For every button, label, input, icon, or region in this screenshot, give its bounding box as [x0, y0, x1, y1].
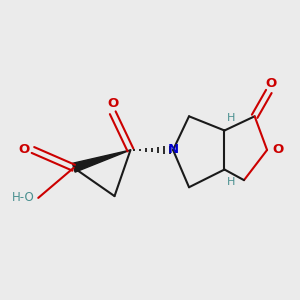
Polygon shape: [72, 150, 130, 172]
Text: H: H: [227, 113, 236, 123]
Text: O: O: [18, 143, 29, 157]
Text: O: O: [265, 77, 276, 90]
Text: O: O: [107, 97, 118, 110]
Text: H: H: [227, 177, 236, 187]
Text: N: N: [167, 143, 178, 157]
Text: O: O: [272, 143, 284, 157]
Text: H-O: H-O: [12, 191, 35, 204]
